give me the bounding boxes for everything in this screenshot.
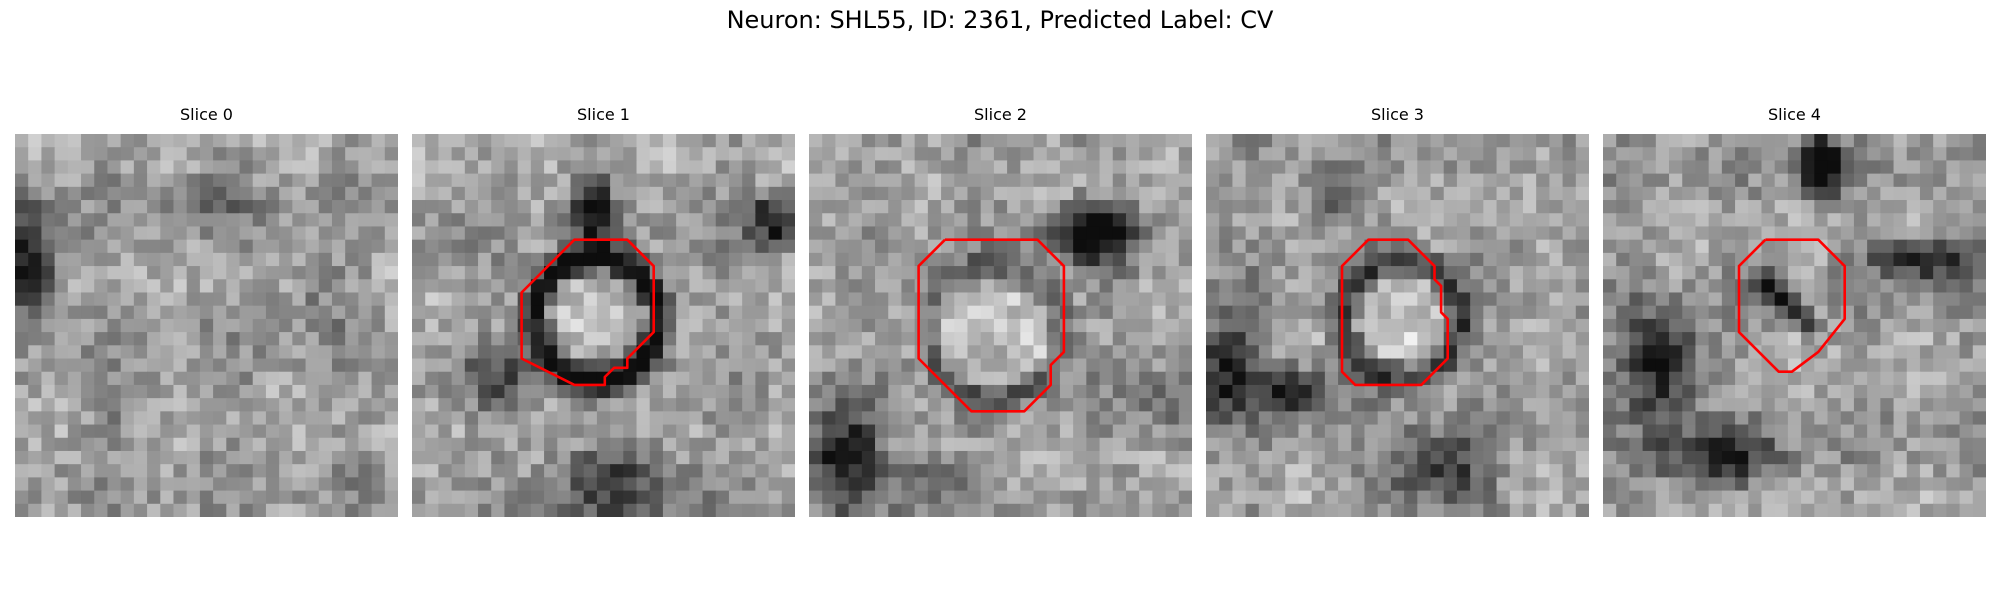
slice-image	[809, 134, 1192, 517]
slice-image	[1603, 134, 1986, 517]
slice-image	[1206, 134, 1589, 517]
slice-title: Slice 2	[974, 105, 1027, 124]
pixel-texture	[1206, 134, 1589, 517]
slice-image	[15, 134, 398, 517]
figure-title: Neuron: SHL55, ID: 2361, Predicted Label…	[726, 6, 1274, 34]
roi-contour	[520, 238, 655, 387]
slice-title: Slice 3	[1371, 105, 1424, 124]
roi-contour	[917, 238, 1066, 413]
slice-svg	[809, 134, 1192, 517]
slice-title: Slice 0	[180, 105, 233, 124]
slice-image	[412, 134, 795, 517]
pixel-texture	[809, 134, 1192, 517]
slice-svg	[412, 134, 795, 517]
pixel-texture	[15, 134, 398, 517]
slice-svg	[1206, 134, 1589, 517]
slice-svg	[1603, 134, 1986, 517]
slice-title: Slice 1	[577, 105, 630, 124]
pixel-texture	[412, 134, 795, 517]
roi-contour	[1737, 238, 1846, 373]
pixel-texture	[1603, 134, 1986, 517]
roi-contour	[1340, 238, 1449, 387]
slice-title: Slice 4	[1768, 105, 1821, 124]
slice-svg	[15, 134, 398, 517]
